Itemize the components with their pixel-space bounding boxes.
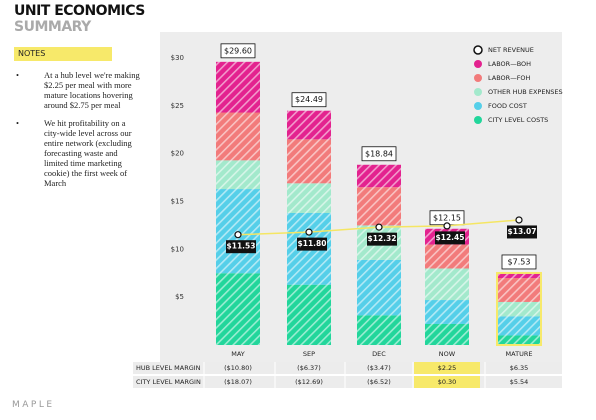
table-cell: $2.25 [438,364,457,372]
y-tick-label: $10 [171,245,184,253]
legend-marker [474,116,482,124]
bar-segment [425,244,469,269]
value-label: $11.80 [298,239,327,248]
x-tick-label: MATURE [506,350,533,358]
bar-segment [497,272,541,279]
bar-segment [287,183,331,213]
value-label: $12.32 [368,234,397,243]
legend-marker [474,60,482,68]
footer: MAPLE [12,400,55,410]
bar-segment [497,335,541,345]
value-label-box [226,240,256,254]
table-row-label: CITY LEVEL MARGIN [136,378,201,386]
highlight-outline [496,271,542,347]
legend-marker [474,74,482,82]
table-highlight [414,376,480,388]
x-tick-label: NOW [439,350,456,358]
bar-segment [357,187,401,226]
bar-segment [216,61,260,113]
legend-marker [474,88,482,96]
bar-segment [357,315,401,345]
table-row-label: HUB LEVEL MARGIN [136,364,201,372]
x-tick-label: DEC [372,350,386,358]
table-cell: ($12.69) [295,378,323,386]
total-label-box [501,254,537,270]
note: At a hub level we're making $2.25 per me… [14,70,140,110]
table-cell: $5.54 [510,378,529,386]
table-cell: $6.35 [510,364,529,372]
x-tick-label: SEP [303,350,315,358]
legend-label: OTHER HUB EXPENSES [488,88,563,96]
total-label: $24.49 [295,95,323,104]
notes-title: NOTES [14,47,112,61]
total-label: $12.15 [433,213,461,222]
page-subtitle: SUMMARY [14,19,91,35]
y-tick-label: $5 [175,293,184,301]
total-label: $7.53 [508,257,531,266]
table-cell: ($6.37) [297,364,321,372]
total-label: $29.60 [224,46,252,55]
bar-segment [425,268,469,301]
bar-segment [287,110,331,140]
legend-marker [473,45,483,55]
y-tick-label: $25 [171,102,184,110]
bar-segment [287,139,331,184]
table-cell: ($3.47) [367,364,391,372]
x-tick-label: MAY [231,350,245,358]
legend-label: LABOR—BOH [488,60,531,68]
legend-label: FOOD COST [488,102,527,110]
bar-segment [497,278,541,302]
legend-label: LABOR—FOH [488,74,531,82]
page-title: UNIT ECONOMICS [14,3,145,19]
value-label: $11.53 [227,242,256,251]
bar-segment [425,323,469,345]
value-label: $12.45 [436,233,465,242]
bar-segment [216,112,260,161]
net-revenue-point [234,231,242,239]
y-tick-label: $20 [171,150,184,158]
total-label-box [220,43,256,59]
net-revenue-point [305,228,313,236]
note: We hit profitability on a city-wide leve… [14,118,140,188]
bar-segment [357,164,401,188]
y-tick-label: $15 [171,198,184,206]
legend-label: CITY LEVEL COSTS [488,116,548,124]
table-cell: ($6.52) [367,378,391,386]
bar-segment [497,301,541,317]
total-label-box [361,146,397,162]
table-cell: $0.30 [438,378,457,386]
bar-segment [425,300,469,324]
table-highlight [414,362,480,374]
bar-segment [287,284,331,345]
net-revenue-point [443,222,451,230]
legend-marker [474,102,482,110]
value-label-box [435,231,465,245]
value-label-box [297,237,327,251]
legend-label: NET REVENUE [488,46,534,54]
table-cell: ($18.07) [224,378,252,386]
bar-segment [216,160,260,190]
value-label: $13.07 [508,227,537,236]
value-label-box [367,232,397,246]
net-revenue-point [515,216,523,224]
bar-segment [497,316,541,336]
y-tick-label: $30 [171,54,184,62]
bar-segment [216,273,260,345]
total-label: $18.84 [365,149,393,158]
bar-segment [357,259,401,316]
net-revenue-point [375,223,383,231]
total-label-box [291,92,327,108]
table-cell: ($10.80) [224,364,252,372]
notes: At a hub level we're making $2.25 per me… [14,70,144,196]
value-label-box [507,225,537,239]
